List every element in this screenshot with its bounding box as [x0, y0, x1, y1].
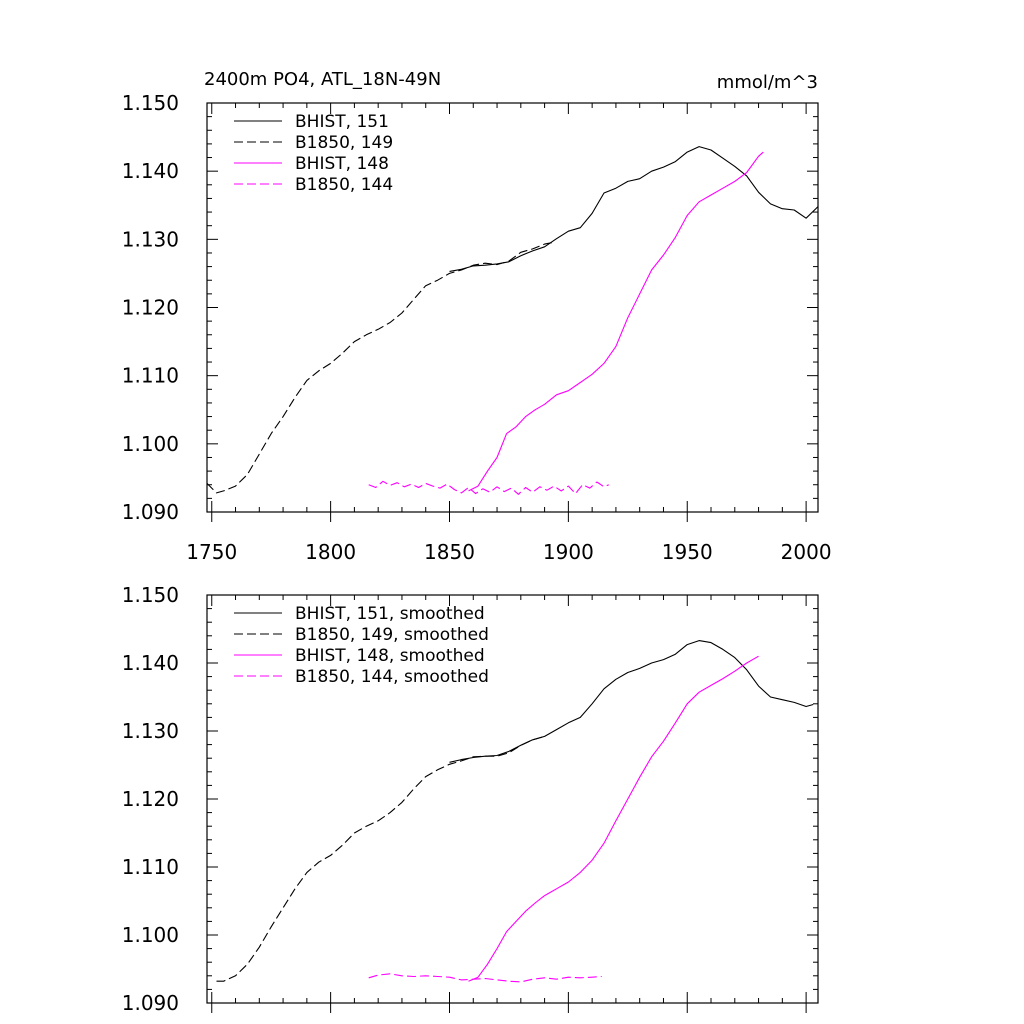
bottom-panel: 1.090 1.100 1.110 1.120 1.130 1.140 1.150 BHIST… [122, 583, 819, 1015]
y-tick-label: 1.150 [122, 91, 179, 115]
units-label: mmol/m^3 [717, 72, 818, 93]
legend-label: B1850, 144, smoothed [295, 667, 489, 687]
series-line-0 [449, 640, 814, 763]
series-line-3 [368, 973, 602, 983]
y-tick-label: 1.100 [122, 923, 179, 947]
series-line-3 [368, 480, 610, 495]
legend-label: BHIST, 151 [295, 112, 389, 132]
legend-label: B1850, 149, smoothed [295, 625, 489, 645]
series-line-0 [449, 146, 819, 272]
legend-label: B1850, 149 [295, 133, 393, 153]
y-tick-label: 1.110 [122, 855, 179, 879]
chart-title: 2400m PO4, ATL_18N-49N [204, 69, 441, 90]
series-line-2 [468, 151, 764, 492]
series-line-2 [468, 655, 759, 982]
legend-label: BHIST, 148 [295, 154, 389, 174]
x-tick-label: 1750 [186, 540, 237, 564]
legend-label: BHIST, 148, smoothed [295, 646, 485, 666]
y-tick-label: 1.140 [122, 159, 179, 183]
y-tick-label: 1.120 [122, 787, 179, 811]
y-tick-label: 1.120 [122, 296, 179, 320]
x-tick-label: 2000 [781, 540, 832, 564]
y-tick-label: 1.140 [122, 651, 179, 675]
x-tick-label: 1850 [424, 540, 475, 564]
legend-label: B1850, 144 [295, 175, 393, 195]
series-line-1 [216, 735, 545, 982]
y-tick-label: 1.150 [122, 583, 179, 607]
x-tick-label: 1900 [543, 540, 594, 564]
y-tick-label: 1.130 [122, 227, 179, 251]
series-line-1 [206, 242, 552, 494]
y-tick-label: 1.110 [122, 364, 179, 388]
y-tick-label: 1.100 [122, 432, 179, 456]
x-tick-label: 1950 [662, 540, 713, 564]
y-tick-label: 1.130 [122, 719, 179, 743]
top-panel: 1.090 1.100 1.110 1.120 1.130 1.140 1.150 1750 1… [122, 69, 832, 564]
y-tick-label: 1.090 [122, 500, 179, 524]
legend-label: BHIST, 151, smoothed [295, 604, 485, 624]
x-tick-label: 1800 [305, 540, 356, 564]
y-tick-label: 1.090 [122, 991, 179, 1015]
